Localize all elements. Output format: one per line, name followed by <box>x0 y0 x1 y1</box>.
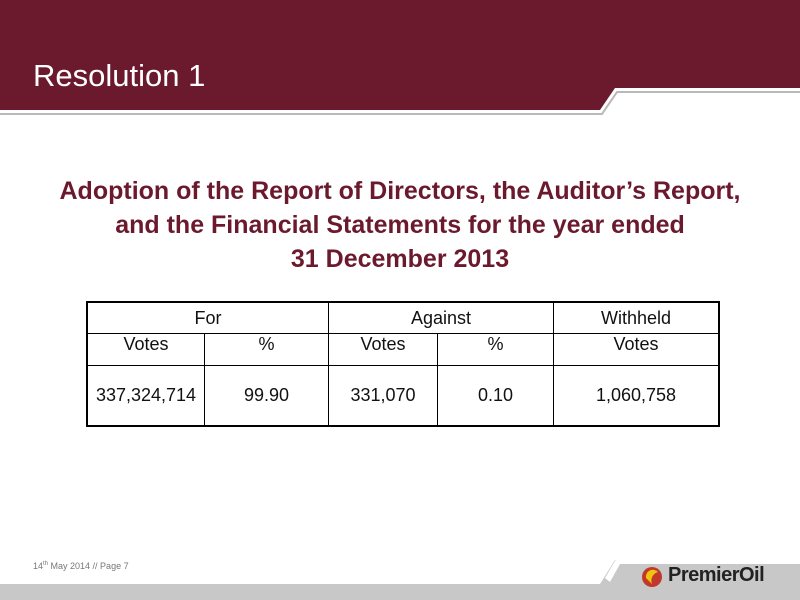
heading-line: Adoption of the Report of Directors, the… <box>59 177 741 205</box>
footer-notch <box>605 556 800 582</box>
footer-suffix: th <box>43 561 49 567</box>
group-header: Against <box>328 301 554 334</box>
group-header: For <box>86 301 329 334</box>
subheader: Votes <box>86 333 205 366</box>
footer-text: May 2014 // Page 7 <box>48 561 129 571</box>
group-header: Withheld <box>553 301 720 334</box>
heading-line: 31 December 2013 <box>290 245 510 273</box>
footer-band <box>0 560 800 600</box>
vote-table: For Against Withheld Votes % Votes % Vot… <box>86 301 720 427</box>
subheader: % <box>437 333 554 366</box>
heading-line: and the Financial Statements for the yea… <box>115 211 685 239</box>
cell: 331,070 <box>328 365 438 427</box>
subheader: Votes <box>553 333 720 366</box>
cell: 337,324,714 <box>86 365 205 427</box>
cell: 99.90 <box>204 365 329 427</box>
cell: 0.10 <box>437 365 554 427</box>
header-band <box>0 0 800 110</box>
logo: PremierOil <box>668 564 765 586</box>
footer-day: 14 <box>33 561 44 571</box>
logo-mark-highlight <box>645 569 658 584</box>
slide-title: Resolution 1 <box>33 58 206 93</box>
cell: 1,060,758 <box>553 365 720 427</box>
heading: Adoption of the Report of Directors, the… <box>0 174 800 276</box>
subheader: % <box>204 333 329 366</box>
subheader: Votes <box>328 333 438 366</box>
footer: 14th May 2014 // Page 7 <box>33 561 129 571</box>
header-rule <box>0 91 800 115</box>
